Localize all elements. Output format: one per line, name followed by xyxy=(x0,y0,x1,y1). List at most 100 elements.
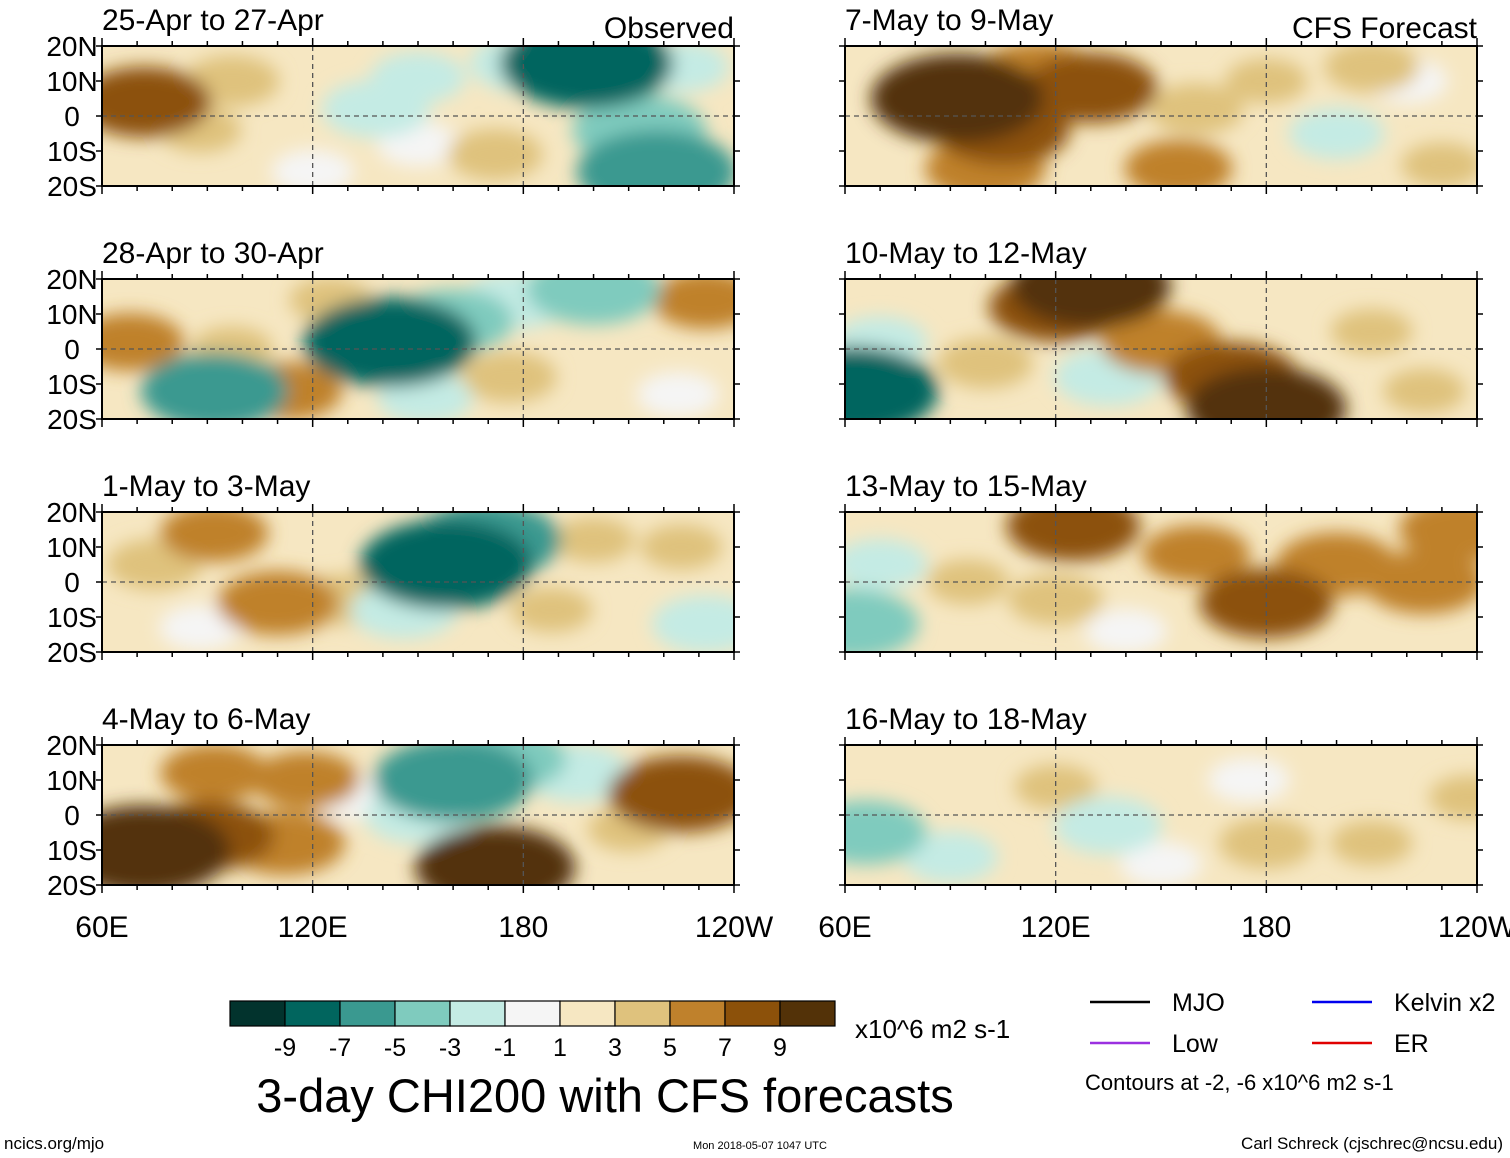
anomaly-cell xyxy=(1084,608,1167,652)
x-tick-label: 60E xyxy=(75,911,128,944)
colorbar-tick-label: 5 xyxy=(663,1034,677,1062)
legend-label: Kelvin x2 xyxy=(1394,989,1495,1017)
panel-period-label: 1-May to 3-May xyxy=(102,470,310,503)
footer-credit: Carl Schreck (cjschrec@ncsu.edu) xyxy=(1241,1134,1503,1153)
panel-period-label: 28-Apr to 30-Apr xyxy=(102,237,324,270)
x-tick-label: 120E xyxy=(278,911,348,944)
footer-source: ncics.org/mjo xyxy=(4,1134,104,1153)
anomaly-cell xyxy=(1010,279,1171,328)
y-tick-label: 10N xyxy=(46,299,97,330)
anomaly-cell xyxy=(251,751,360,809)
anomaly-cell xyxy=(1014,764,1097,810)
legend-label: MJO xyxy=(1172,989,1225,1017)
y-tick-label: 20N xyxy=(46,730,97,761)
panel-period-label: 25-Apr to 27-Apr xyxy=(102,4,324,37)
colorbar-swatch xyxy=(339,1000,396,1027)
panel-period-label: 10-May to 12-May xyxy=(845,237,1087,270)
y-tick-label: 20N xyxy=(46,31,97,62)
anomaly-cell xyxy=(552,517,635,563)
map-panel: 20N 10N 0 10S 20S 1-May to 3-May xyxy=(46,470,740,668)
anomaly-cell xyxy=(217,571,339,635)
x-tick-label: 180 xyxy=(1241,911,1291,944)
anomaly-cell xyxy=(1006,512,1141,562)
colorbar-swatch xyxy=(559,1000,616,1027)
colorbar-tick-label: -3 xyxy=(439,1034,461,1062)
colorbar-swatch xyxy=(394,1000,451,1027)
anomaly-cell xyxy=(926,559,1009,605)
y-tick-label: 10S xyxy=(47,136,97,167)
anomaly-cell xyxy=(845,346,939,419)
y-tick-label: 10N xyxy=(46,66,97,97)
colorbar-swatch xyxy=(229,1000,286,1027)
anomaly-cell xyxy=(1363,550,1477,614)
anomaly-cell xyxy=(500,46,674,109)
y-tick-label: 10S xyxy=(47,835,97,866)
footer-timestamp: Mon 2018-05-07 1047 UTC xyxy=(693,1140,827,1152)
anomaly-cell xyxy=(902,831,998,883)
colorbar-swatch xyxy=(284,1000,341,1027)
colorbar-swatch xyxy=(779,1000,836,1027)
x-tick-label: 120W xyxy=(695,911,774,944)
anomaly-cell xyxy=(1148,83,1244,135)
anomaly-cell xyxy=(510,587,593,633)
x-tick-label: 120W xyxy=(1438,911,1510,944)
anomaly-cell xyxy=(1207,757,1290,803)
map-panel: 16-May to 18-May xyxy=(839,703,1483,893)
y-tick-label: 20S xyxy=(47,637,97,668)
anomaly-cell xyxy=(321,80,430,138)
y-tick-label: 20N xyxy=(46,497,97,528)
colorbar-swatch xyxy=(504,1000,561,1027)
colorbar-tick-label: -9 xyxy=(274,1034,296,1062)
y-tick-label: 20N xyxy=(46,264,97,295)
colorbar-tick-label: 3 xyxy=(608,1034,622,1062)
anomaly-cell xyxy=(140,352,288,419)
anomaly-cell xyxy=(1142,525,1251,583)
anomaly-cell xyxy=(373,745,534,822)
anomaly-cell xyxy=(1330,309,1413,354)
column-header: CFS Forecast xyxy=(1292,12,1478,45)
anomaly-cell xyxy=(845,538,928,591)
x-tick-label: 60E xyxy=(818,911,871,944)
y-tick-label: 10N xyxy=(46,765,97,796)
colorbar-swatch xyxy=(669,1000,726,1027)
anomaly-cell xyxy=(1330,820,1413,866)
anomaly-cell xyxy=(870,53,1044,144)
colorbar-tick-label: 1 xyxy=(553,1034,567,1062)
x-tick-label: 180 xyxy=(498,911,548,944)
anomaly-cell xyxy=(1400,142,1477,186)
anomaly-cell xyxy=(160,745,269,802)
anomaly-cell xyxy=(1383,368,1466,414)
anomaly-cell xyxy=(1225,58,1308,104)
anomaly-cell xyxy=(1428,775,1477,820)
contour-legend: MJO Kelvin x2 Low ER xyxy=(1090,989,1495,1058)
map-panel: 20N 10N 0 10S 20S 25-Apr to 27-Apr Observed xyxy=(46,4,740,202)
panel-period-label: 13-May to 15-May xyxy=(845,470,1087,503)
figure-title: 3-day CHI200 with CFS forecasts xyxy=(256,1069,953,1122)
colorbar-tick-label: -7 xyxy=(329,1034,351,1062)
anomaly-cell xyxy=(845,588,920,652)
anomaly-cell xyxy=(447,128,543,181)
x-tick-label: 120E xyxy=(1021,911,1091,944)
map-panel: 20N 10N 0 10S 20S 28-Apr to 30-Apr xyxy=(46,237,740,435)
anomaly-cell xyxy=(651,595,734,652)
anomaly-cell xyxy=(1398,512,1477,562)
colorbar-swatch xyxy=(449,1000,506,1027)
contour-note: Contours at -2, -6 x10^6 m2 s-1 xyxy=(1085,1070,1394,1095)
anomaly-cell xyxy=(160,512,269,562)
anomaly-cell xyxy=(526,279,661,325)
colorbar: -9 -7 -5 -3 -1 1 3 5 7 9 xyxy=(229,1000,836,1062)
colorbar-swatch xyxy=(724,1000,781,1027)
anomaly-cell xyxy=(1186,366,1347,419)
y-tick-label: 20S xyxy=(47,870,97,901)
legend-label: ER xyxy=(1394,1030,1429,1058)
anomaly-cell xyxy=(102,313,185,371)
anomaly-cell xyxy=(359,519,533,610)
anomaly-cell xyxy=(937,337,1033,389)
column-header: Observed xyxy=(604,12,734,45)
colorbar-swatch xyxy=(614,1000,671,1027)
anomaly-cell xyxy=(576,130,734,186)
colorbar-units: x10^6 m2 s-1 xyxy=(855,1014,1010,1044)
y-tick-label: 10S xyxy=(47,369,97,400)
anomaly-cell xyxy=(1218,817,1314,869)
